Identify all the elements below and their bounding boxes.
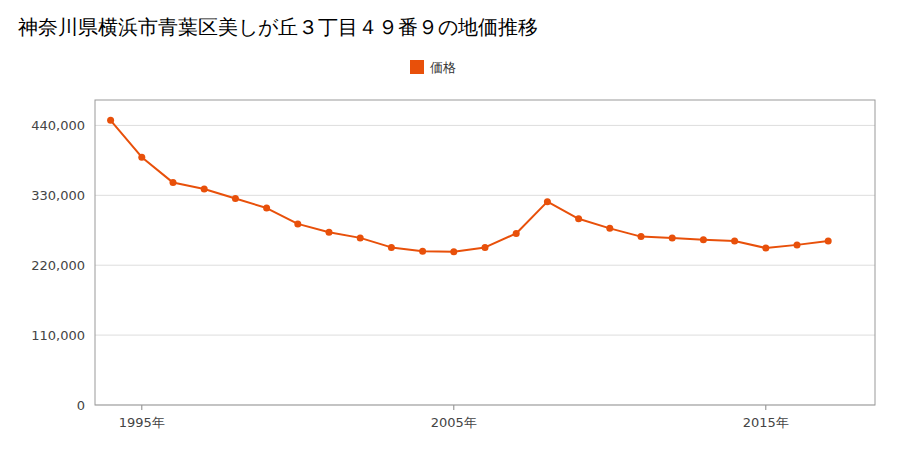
- point: [450, 248, 457, 255]
- grid-line: [95, 125, 875, 126]
- point: [638, 233, 645, 240]
- point: [575, 215, 582, 222]
- x-tick: [141, 405, 142, 410]
- x-tick-label: 2005年: [431, 415, 477, 430]
- legend-swatch: [410, 60, 424, 74]
- point: [107, 117, 114, 124]
- point: [825, 238, 832, 245]
- point: [419, 248, 426, 255]
- point: [357, 234, 364, 241]
- y-tick-label: 330,000: [31, 188, 85, 203]
- point: [794, 241, 801, 248]
- point: [513, 230, 520, 237]
- point: [294, 220, 301, 227]
- point: [731, 238, 738, 245]
- chart: 神奈川県横浜市青葉区美しが丘３丁目４９番９の地価推移 0 110,000 220,00…: [0, 0, 900, 450]
- x-tick-label: 1995年: [119, 415, 165, 430]
- point: [669, 234, 676, 241]
- x-tick-label: 2015年: [743, 415, 789, 430]
- point: [606, 225, 613, 232]
- y-tick-label: 440,000: [31, 118, 85, 133]
- point: [388, 244, 395, 251]
- point: [201, 185, 208, 192]
- point: [232, 195, 239, 202]
- title: 神奈川県横浜市青葉区美しが丘３丁目４９番９の地価推移: [18, 15, 538, 39]
- point: [138, 154, 145, 161]
- legend-label: 価格: [430, 60, 456, 75]
- point: [326, 229, 333, 236]
- point: [263, 205, 270, 212]
- line: [111, 120, 829, 252]
- point: [170, 179, 177, 186]
- point: [544, 198, 551, 205]
- y-tick-label: 220,000: [31, 258, 85, 273]
- x-tick: [453, 405, 454, 410]
- y-tick-label: 0: [77, 398, 85, 413]
- grid-line: [95, 335, 875, 336]
- grid-line: [95, 195, 875, 196]
- y-tick-label: 110,000: [31, 328, 85, 343]
- point: [762, 245, 769, 252]
- x-tick: [765, 405, 766, 410]
- plot-area: [107, 117, 832, 256]
- point: [482, 244, 489, 251]
- legend: 価格: [410, 60, 456, 75]
- grid-line: [95, 265, 875, 266]
- plot-frame: [95, 100, 875, 405]
- point: [700, 236, 707, 243]
